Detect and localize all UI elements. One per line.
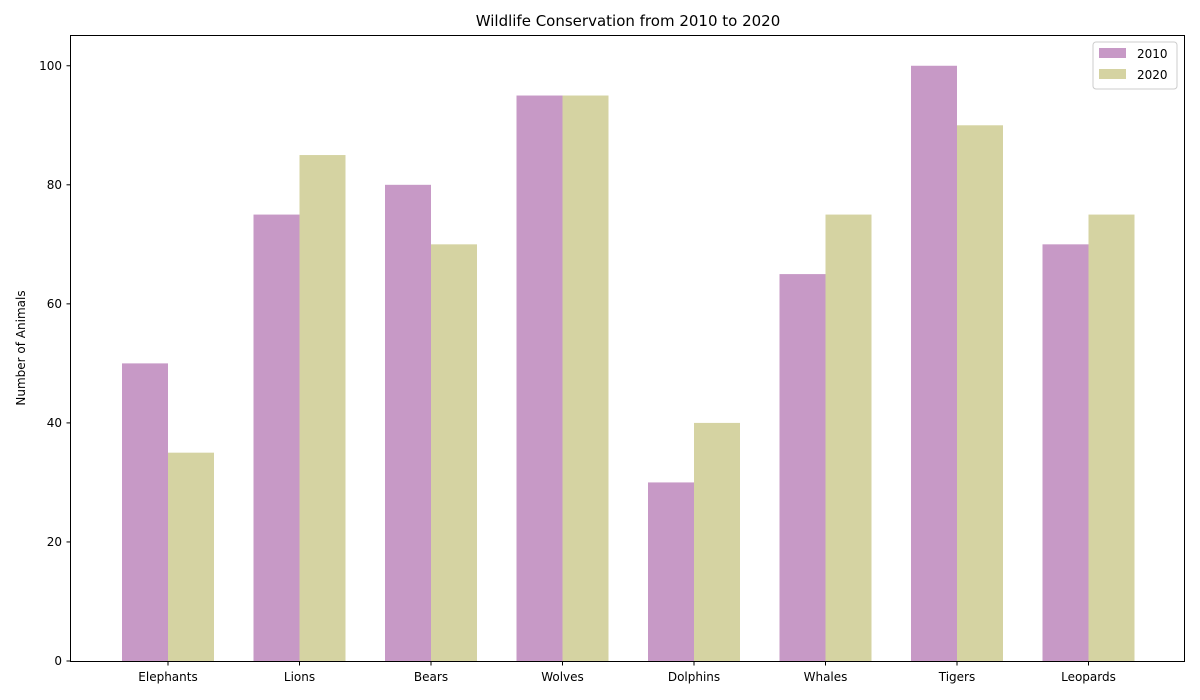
bar-2020-lions — [299, 155, 346, 662]
plot-area-frame — [70, 35, 1185, 662]
bar-2010-lions — [253, 214, 300, 662]
x-tick-label-tigers: Tigers — [938, 670, 975, 684]
legend-label-2020: 2020 — [1137, 68, 1168, 82]
chart-title: Wildlife Conservation from 2010 to 2020 — [476, 12, 781, 30]
bar-2020-elephants — [168, 452, 214, 661]
x-tick-label-wolves: Wolves — [541, 670, 584, 684]
legend-swatch-2020 — [1099, 69, 1126, 79]
bar-2020-whales — [825, 214, 872, 662]
y-tick-label: 0 — [54, 654, 62, 668]
y-tick-label: 100 — [39, 59, 62, 73]
y-axis-ticks: 0 20 40 60 80 100 — [39, 59, 71, 668]
bar-2010-wolves — [516, 95, 563, 662]
x-tick-label-bears: Bears — [414, 670, 448, 684]
y-tick-label: 80 — [47, 178, 62, 192]
legend: 2010 2020 — [1092, 41, 1178, 90]
x-tick-label-whales: Whales — [804, 670, 848, 684]
legend-label-2010: 2010 — [1137, 47, 1168, 61]
bar-2010-leopards — [1042, 244, 1089, 662]
x-tick-label-dolphins: Dolphins — [668, 670, 720, 684]
y-tick-label: 20 — [47, 535, 62, 549]
bar-2010-elephants — [122, 363, 168, 661]
x-tick-label-leopards: Leopards — [1061, 670, 1116, 684]
x-tick-label-lions: Lions — [284, 670, 315, 684]
x-axis-ticks: Elephants Lions Bears Wolves Dolphins Whales T… — [138, 661, 1116, 684]
bar-2020-tigers — [957, 125, 1003, 662]
y-tick-label: 60 — [47, 297, 62, 311]
x-tick-label-elephants: Elephants — [138, 670, 197, 684]
y-axis-label: Number of Animals — [14, 290, 28, 405]
bar-2010-bears — [385, 184, 431, 662]
bar-2010-whales — [779, 274, 826, 661]
bar-2010-tigers — [911, 65, 957, 661]
bars-group — [122, 65, 1135, 662]
bar-2020-wolves — [562, 95, 609, 662]
bar-2020-leopards — [1088, 214, 1135, 662]
bar-2020-bears — [431, 244, 477, 662]
y-tick-label: 40 — [47, 416, 62, 430]
bar-2010-dolphins — [648, 482, 694, 661]
bar-2020-dolphins — [694, 422, 740, 661]
legend-swatch-2010 — [1099, 48, 1126, 58]
